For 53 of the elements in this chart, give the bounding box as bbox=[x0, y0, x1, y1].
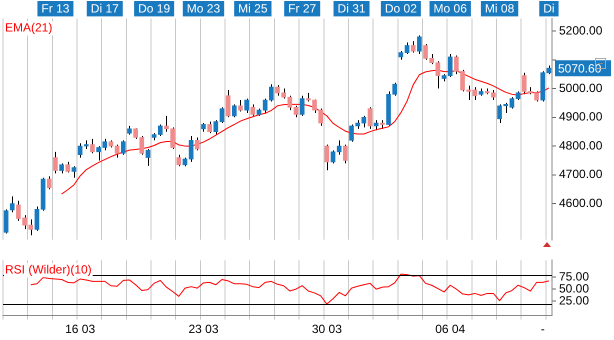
candlestick bbox=[59, 162, 64, 174]
x-tick-label: 30 03 bbox=[312, 322, 342, 336]
x-tick-label: Fr 27 bbox=[288, 2, 316, 16]
candlestick bbox=[4, 208, 8, 234]
x-tick-label: Do 02 bbox=[384, 2, 418, 16]
candlestick bbox=[343, 144, 348, 164]
x-tick-label: Mo 23 bbox=[186, 2, 220, 16]
y-tick-label: 4800.00 bbox=[559, 138, 603, 152]
x-tick-label: Di bbox=[543, 2, 555, 16]
x-tick-label: Di 31 bbox=[338, 2, 366, 16]
x-tick-label: 06 04 bbox=[435, 322, 466, 336]
candlestick bbox=[146, 148, 150, 166]
candlestick bbox=[65, 161, 70, 174]
x-tick-label: 16 03 bbox=[65, 322, 96, 336]
x-tick-label: - bbox=[540, 322, 545, 336]
series-label: RSI (Wilder)(10) bbox=[5, 262, 92, 277]
candlestick bbox=[244, 98, 249, 114]
candlestick bbox=[120, 140, 126, 156]
y-tick-label: 25.00 bbox=[559, 293, 590, 308]
candlestick bbox=[10, 196, 15, 213]
x-tick-label: Mi 25 bbox=[238, 2, 268, 16]
candlestick bbox=[417, 34, 422, 55]
candlestick bbox=[410, 40, 416, 54]
candlestick bbox=[324, 144, 330, 171]
x-tick-label: Mi 08 bbox=[484, 2, 515, 16]
x-tick-label: Do 19 bbox=[138, 2, 170, 16]
candlestick bbox=[72, 166, 76, 178]
y-tick-label: 75.00 bbox=[559, 269, 590, 284]
candlestick bbox=[90, 138, 95, 154]
text: EMA(21) bbox=[5, 20, 52, 35]
candlestick bbox=[232, 104, 237, 118]
candlestick bbox=[374, 120, 379, 131]
candlestick bbox=[226, 89, 230, 118]
candlestick bbox=[46, 176, 52, 190]
candlestick bbox=[300, 95, 305, 116]
candlestick bbox=[194, 136, 200, 151]
x-tick-label: Fr 13 bbox=[41, 2, 70, 16]
candlestick bbox=[250, 104, 256, 116]
y-tick-label: 4600.00 bbox=[559, 196, 603, 210]
text: 5070.60 bbox=[558, 62, 602, 76]
candlestick bbox=[53, 151, 58, 174]
y-tick-label: 5000.00 bbox=[559, 80, 603, 95]
x-tick-label: Di 17 bbox=[90, 2, 120, 16]
candlestick bbox=[238, 100, 243, 112]
candlestick bbox=[176, 154, 182, 167]
y-tick-label: 50.00 bbox=[559, 281, 590, 296]
candlestick bbox=[368, 106, 372, 130]
y-tick-label: 4900.00 bbox=[559, 110, 603, 124]
y-tick-label: 5200.00 bbox=[559, 23, 603, 38]
x-tick-label: 23 03 bbox=[188, 322, 219, 336]
y-tick-label: 4700.00 bbox=[559, 167, 603, 182]
x-tick-label: Mo 06 bbox=[434, 2, 468, 16]
candlestick bbox=[207, 121, 212, 134]
